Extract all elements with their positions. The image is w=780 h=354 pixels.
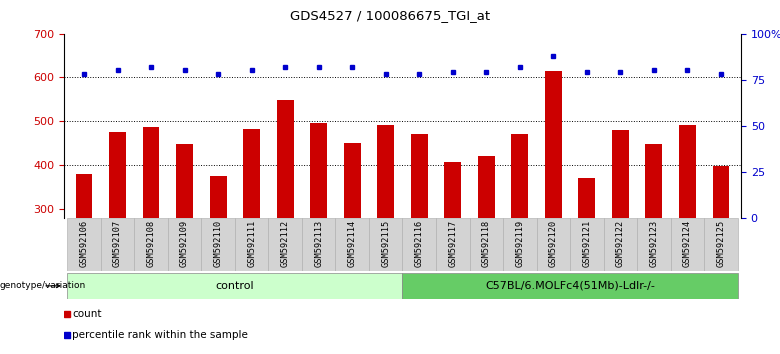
Bar: [503, 218, 537, 271]
Bar: [470, 218, 503, 271]
Text: control: control: [215, 281, 254, 291]
Bar: [537, 218, 570, 271]
Bar: [210, 176, 226, 218]
Bar: [101, 218, 134, 271]
Text: GSM592122: GSM592122: [616, 220, 625, 267]
Text: GSM592116: GSM592116: [415, 220, 424, 267]
Text: GSM592125: GSM592125: [716, 220, 725, 267]
Bar: [704, 218, 738, 271]
Bar: [646, 144, 662, 218]
Bar: [201, 218, 235, 271]
Text: GSM592113: GSM592113: [314, 220, 323, 267]
Text: GSM592120: GSM592120: [549, 220, 558, 267]
Text: GSM592123: GSM592123: [650, 220, 658, 267]
Bar: [268, 218, 302, 271]
Bar: [235, 218, 268, 271]
Text: GSM592110: GSM592110: [214, 220, 222, 267]
Bar: [168, 218, 201, 271]
Bar: [671, 218, 704, 271]
Text: GSM592112: GSM592112: [281, 220, 289, 267]
Bar: [335, 218, 369, 271]
Text: GSM592111: GSM592111: [247, 220, 256, 267]
Text: GSM592107: GSM592107: [113, 220, 122, 267]
Bar: [512, 135, 528, 218]
Text: GSM592117: GSM592117: [448, 220, 457, 267]
Bar: [436, 218, 470, 271]
Bar: [637, 218, 671, 271]
Text: percentile rank within the sample: percentile rank within the sample: [73, 330, 248, 341]
Bar: [134, 218, 168, 271]
Bar: [445, 162, 461, 218]
Text: C57BL/6.MOLFc4(51Mb)-Ldlr-/-: C57BL/6.MOLFc4(51Mb)-Ldlr-/-: [485, 281, 655, 291]
Text: GSM592108: GSM592108: [147, 220, 155, 267]
Bar: [67, 218, 101, 271]
Bar: [478, 156, 495, 218]
Bar: [411, 135, 427, 218]
Text: GSM592121: GSM592121: [583, 220, 591, 267]
Bar: [143, 126, 159, 218]
Bar: [76, 174, 93, 218]
Bar: [402, 218, 436, 271]
Bar: [369, 218, 402, 271]
Bar: [277, 100, 293, 218]
Text: GDS4527 / 100086675_TGI_at: GDS4527 / 100086675_TGI_at: [290, 9, 490, 22]
Bar: [378, 125, 394, 218]
Bar: [579, 178, 595, 218]
Text: GSM592114: GSM592114: [348, 220, 356, 267]
Text: GSM592115: GSM592115: [381, 220, 390, 267]
Bar: [67, 273, 402, 299]
Bar: [243, 129, 260, 218]
Bar: [612, 130, 629, 218]
Text: GSM592118: GSM592118: [482, 220, 491, 267]
Bar: [302, 218, 335, 271]
Text: GSM592124: GSM592124: [682, 220, 692, 267]
Text: count: count: [73, 309, 101, 319]
Bar: [402, 273, 738, 299]
Text: GSM592109: GSM592109: [180, 220, 189, 267]
Bar: [545, 71, 562, 218]
Bar: [109, 132, 126, 218]
Bar: [310, 122, 327, 218]
Bar: [712, 166, 729, 218]
Text: genotype/variation: genotype/variation: [0, 281, 87, 290]
Text: GSM592106: GSM592106: [80, 220, 89, 267]
Text: GSM592119: GSM592119: [516, 220, 524, 267]
Bar: [604, 218, 637, 271]
Bar: [570, 218, 604, 271]
Bar: [344, 143, 360, 218]
Bar: [679, 125, 696, 218]
Bar: [176, 144, 193, 218]
